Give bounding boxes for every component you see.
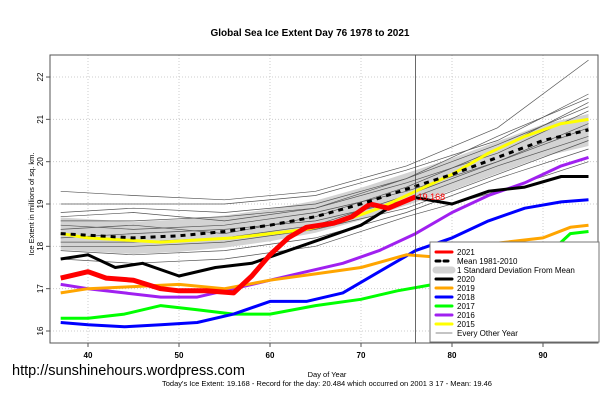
y-tick-label: 22 xyxy=(36,72,45,81)
x-tick-label: 90 xyxy=(539,351,548,360)
chart-title: Global Sea Ice Extent Day 76 1978 to 202… xyxy=(211,28,410,39)
legend-label: 1 Standard Deviation From Mean xyxy=(457,266,575,275)
legend-label: 2021 xyxy=(457,248,475,257)
x-tick-label: 50 xyxy=(175,351,184,360)
other-year-line xyxy=(60,106,589,213)
other-year-line xyxy=(60,135,589,239)
legend-label: Mean 1981-2010 xyxy=(457,257,518,266)
x-tick-label: 70 xyxy=(357,351,366,360)
legend-label: Every Other Year xyxy=(457,329,518,338)
other-year-line xyxy=(60,97,589,222)
series-line-2020 xyxy=(60,175,589,278)
legend-label: 2017 xyxy=(457,302,475,311)
y-tick-label: 16 xyxy=(36,326,45,335)
y-tick-label: 18 xyxy=(36,241,45,250)
mean-line xyxy=(60,128,589,240)
y-axis-label: Ice Extent in millions of sq. km. xyxy=(27,153,36,256)
series-line-2021 xyxy=(60,194,417,296)
y-tick-label: 21 xyxy=(36,114,45,123)
series-line-2018 xyxy=(60,198,589,329)
x-tick-label: 80 xyxy=(448,351,457,360)
y-tick-label: 17 xyxy=(36,284,45,293)
legend-box xyxy=(429,241,600,343)
plot-frame xyxy=(49,54,599,344)
other-year-line xyxy=(60,140,589,247)
y-tick-label: 20 xyxy=(36,157,45,166)
footer-text: Today's Ice Extent: 19.168 - Record for … xyxy=(162,379,492,388)
y-tick-label: 19 xyxy=(36,199,45,208)
sd-band xyxy=(60,113,589,254)
x-axis-label: Day of Year xyxy=(308,370,347,379)
other-year-line xyxy=(60,148,589,256)
x-tick-label: 40 xyxy=(84,351,93,360)
current-value-label: 19.168 xyxy=(418,192,446,202)
legend-label: 2016 xyxy=(457,311,475,320)
watermark-url: http://sunshinehours.wordpress.com xyxy=(12,363,245,379)
x-tick-label: 60 xyxy=(266,351,275,360)
legend-label: 2019 xyxy=(457,284,475,293)
legend-label: 2020 xyxy=(457,275,475,284)
legend-label: 2015 xyxy=(457,320,475,329)
legend-label: 2018 xyxy=(457,293,475,302)
other-year-line xyxy=(60,93,589,205)
other-year-line xyxy=(60,59,589,201)
